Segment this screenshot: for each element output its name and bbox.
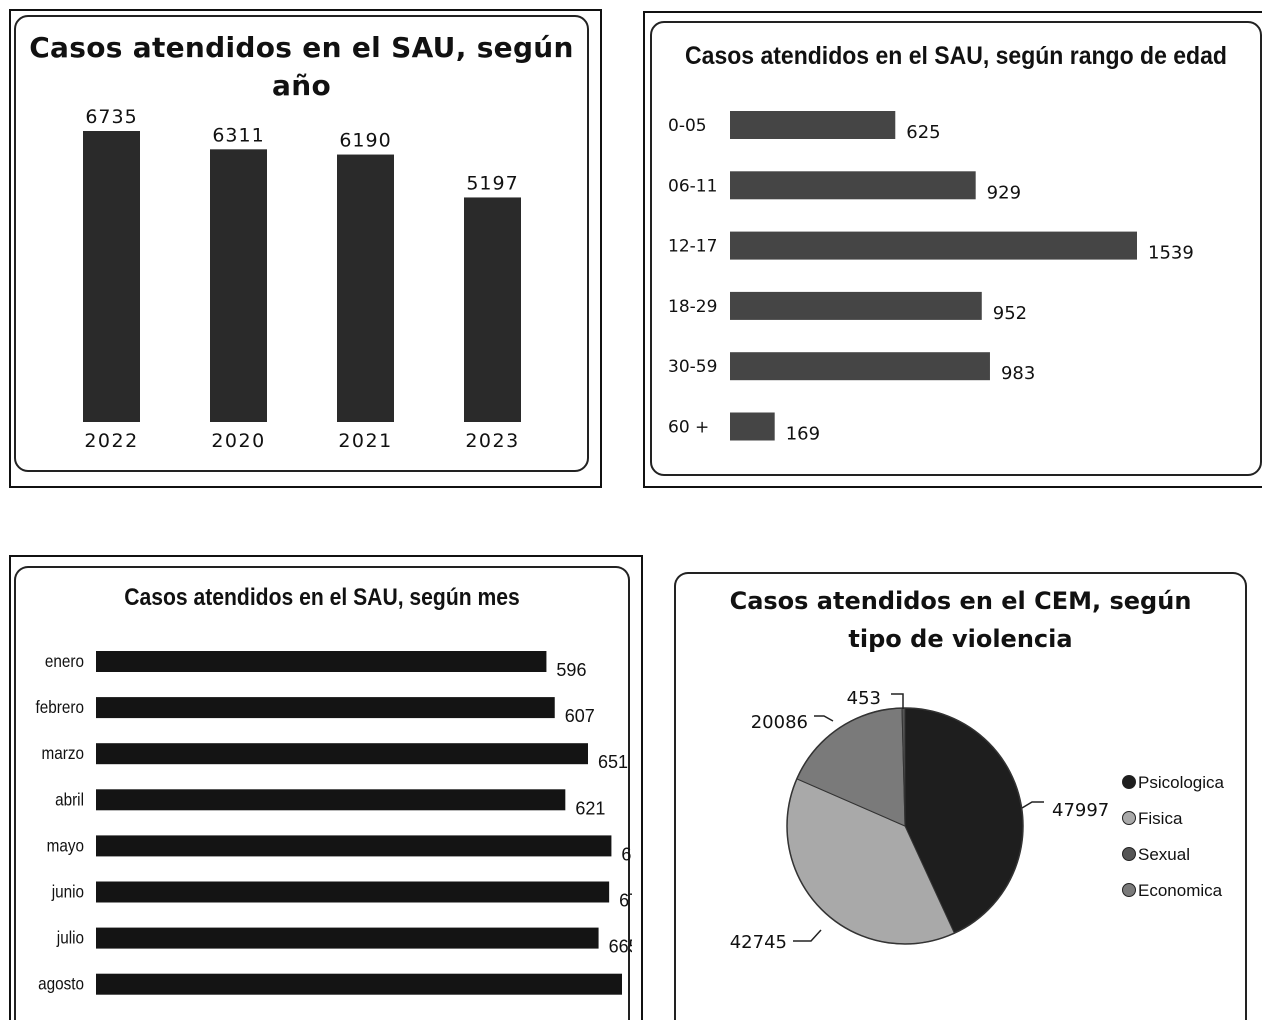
data-label-0-05: 625 [906, 122, 940, 143]
bar-marzo [96, 743, 588, 765]
data-label-2022: 6735 [85, 106, 137, 128]
tick-label-12-17: 12-17 [668, 237, 717, 257]
bar-mayo [96, 835, 612, 857]
data-label-60 +: 169 [786, 424, 820, 445]
legend-marker-Psicologica [1122, 775, 1136, 789]
tick-label-junio: junio [51, 881, 84, 901]
chart-age-frame [643, 11, 1262, 488]
data-label-marzo: 651 [598, 752, 628, 772]
chart-year-plot: 6735 2022 6311 2020 6190 2021 5197 2023 [83, 106, 521, 452]
tick-label-agosto: agosto [38, 974, 84, 994]
leader-line-Fisica [793, 929, 822, 942]
data-label-18-29: 952 [993, 303, 1027, 324]
bar-abril [96, 789, 566, 811]
chart-month-title: Casos atendidos en el SAU, según mes [124, 584, 520, 611]
bar-2021 [337, 154, 394, 422]
bar-enero [96, 651, 547, 672]
chart-year-card: Casos atendidos en el SAU, según año 673… [14, 15, 589, 472]
chart-year-frame [9, 9, 602, 488]
bar-18-29 [730, 291, 982, 320]
data-label-febrero: 607 [565, 706, 595, 726]
tick-label-mayo: mayo [47, 835, 84, 855]
tick-label-abril: abril [55, 789, 84, 809]
tick-label-2021: 2021 [338, 430, 392, 452]
legend-marker-Sexual [1122, 847, 1136, 861]
chart-month-card: Casos atendidos en el SAU, según mes ene… [14, 566, 632, 1020]
data-label-enero: 596 [556, 660, 586, 680]
tick-label-2022: 2022 [84, 430, 138, 452]
data-label-2023: 5197 [466, 172, 518, 194]
tick-label-febrero: febrero [36, 697, 84, 717]
leader-line-Psicologica [1021, 801, 1044, 809]
bar-60 + [730, 412, 775, 441]
bar-2020 [210, 149, 267, 422]
bar-2023 [464, 197, 521, 422]
data-label-Fisica: 42745 [730, 932, 787, 953]
data-label-2021: 6190 [339, 130, 391, 152]
tick-label-marzo: marzo [42, 743, 84, 763]
legend-label-Fisica: Fisica [1138, 809, 1183, 828]
bar-julio [96, 927, 599, 949]
tick-label-60 +: 60 + [668, 418, 709, 438]
chart-year-title: Casos atendidos en el SAU, según año [29, 31, 574, 102]
bar-2022 [83, 131, 140, 422]
bar-30-59 [730, 352, 990, 381]
bar-06-11 [730, 171, 976, 200]
bar-0-05 [730, 111, 896, 139]
bar-12-17 [730, 231, 1137, 260]
pie-outline [786, 707, 1024, 945]
data-label-junio: 679 [619, 891, 632, 911]
data-label-30-59: 983 [1001, 363, 1035, 384]
data-label-2020: 6311 [212, 124, 264, 146]
chart-month-plot: enero 596 febrero 607 marzo 651 abril 621 mayo 68… [36, 651, 632, 995]
chart-violence-title: Casos atendidos en el CEM, según tipo de… [729, 587, 1192, 653]
data-label-12-17: 1539 [1148, 243, 1194, 264]
leader-line-Sexual [891, 693, 904, 709]
tick-label-julio: julio [56, 927, 84, 947]
chart-violence-card: Casos atendidos en el CEM, según tipo de… [674, 572, 1247, 1020]
data-label-Psicologica: 47997 [1052, 800, 1109, 821]
tick-label-18-29: 18-29 [668, 297, 717, 317]
tick-label-06-11: 06-11 [668, 176, 717, 196]
tick-label-0-05: 0-05 [668, 116, 707, 136]
data-label-Economica: 20086 [751, 712, 808, 733]
chart-age-title: Casos atendidos en el SAU, según rango d… [685, 42, 1227, 70]
chart-month-frame [9, 555, 643, 1020]
tick-label-2023: 2023 [465, 430, 519, 452]
data-label-abril: 621 [575, 798, 605, 818]
data-label-06-11: 929 [987, 182, 1021, 203]
bar-agosto [96, 973, 622, 995]
chart-violence-plot: 47997 42745 20086 453 Psicologica Fisica Sexua… [730, 688, 1225, 953]
data-label-Sexual: 453 [847, 688, 881, 709]
tick-label-2020: 2020 [211, 430, 265, 452]
chart-age-card: Casos atendidos en el SAU, según rango d… [650, 21, 1262, 476]
chart-age-plot: 0-05 625 06-11 929 12-17 1539 18-29 952 30-59 983… [668, 111, 1194, 445]
legend-marker-Economica [1122, 883, 1136, 897]
tick-label-30-59: 30-59 [668, 357, 717, 377]
legend-label-Sexual: Sexual [1138, 845, 1190, 864]
legend-label-Psicologica: Psicologica [1138, 773, 1225, 792]
legend-marker-Fisica [1122, 811, 1136, 825]
data-label-julio: 665 [609, 937, 632, 957]
bar-febrero [96, 697, 555, 719]
data-label-mayo: 682 [621, 844, 632, 864]
leader-line-Economica [814, 715, 834, 722]
legend-label-Economica: Economica [1138, 881, 1223, 900]
bar-junio [96, 881, 610, 903]
tick-label-enero: enero [45, 651, 84, 671]
